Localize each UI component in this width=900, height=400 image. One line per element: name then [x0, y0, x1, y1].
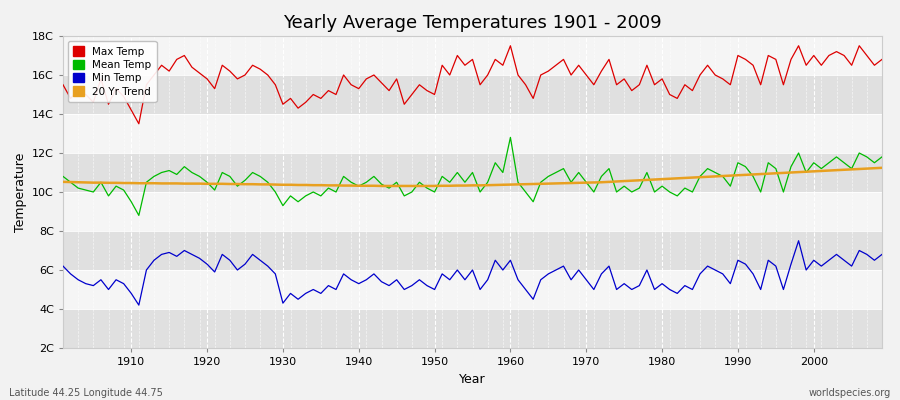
Bar	[63, 75, 882, 114]
Bar	[63, 231, 882, 270]
Title: Yearly Average Temperatures 1901 - 2009: Yearly Average Temperatures 1901 - 2009	[284, 14, 662, 32]
Text: worldspecies.org: worldspecies.org	[809, 388, 891, 398]
X-axis label: Year: Year	[459, 372, 486, 386]
Bar	[63, 309, 882, 348]
Y-axis label: Temperature: Temperature	[14, 152, 26, 232]
Bar	[63, 153, 882, 192]
Text: Latitude 44.25 Longitude 44.75: Latitude 44.25 Longitude 44.75	[9, 388, 163, 398]
Legend: Max Temp, Mean Temp, Min Temp, 20 Yr Trend: Max Temp, Mean Temp, Min Temp, 20 Yr Tre…	[68, 41, 157, 102]
